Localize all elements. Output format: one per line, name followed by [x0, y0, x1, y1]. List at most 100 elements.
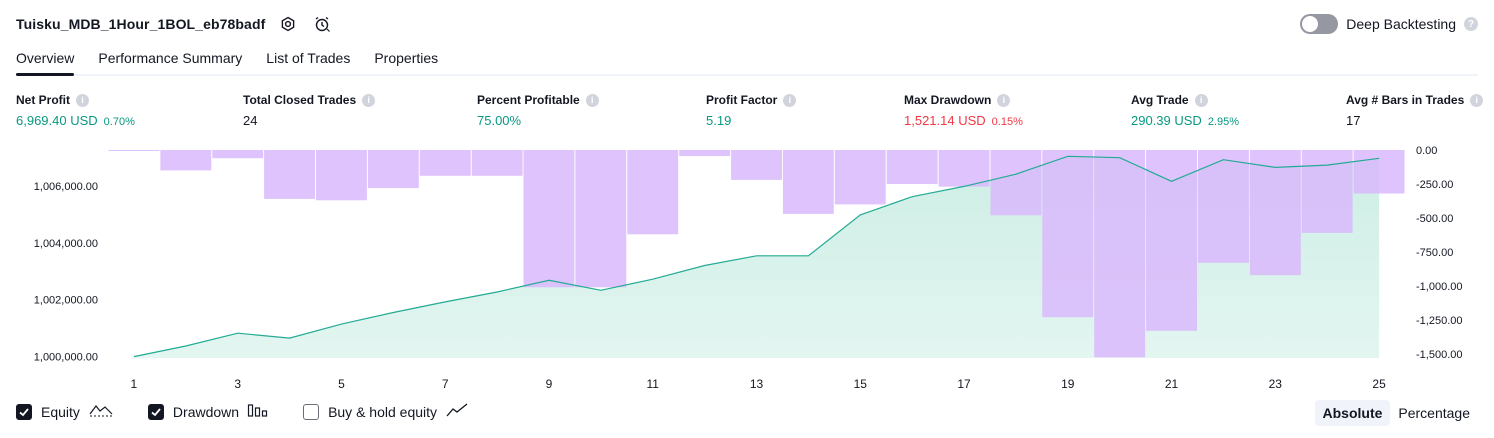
- checkbox-checked[interactable]: [147, 403, 164, 420]
- x-axis-tick: 1: [131, 377, 138, 391]
- metric-label: Profit Factor: [706, 93, 778, 107]
- metric-value: 24: [243, 113, 258, 128]
- equity-axis-tick: 1,006,000.00: [34, 181, 98, 193]
- tab-overview[interactable]: Overview: [16, 44, 75, 76]
- metric-label: Avg # Bars in Trades: [1346, 93, 1465, 107]
- x-axis-tick: 19: [1061, 377, 1075, 391]
- drawdown-bar: [212, 150, 264, 159]
- percentage-button[interactable]: Percentage: [1398, 405, 1470, 421]
- drawdown-axis-tick: -250.00: [1416, 179, 1453, 191]
- metric-total-closed-trades: Total Closed Trades i 24: [243, 93, 376, 128]
- metric-net-profit: Net Profit i 6,969.40 USD 0.70%: [16, 93, 135, 128]
- drawdown-bar: [1146, 150, 1197, 331]
- equity-drawdown-chart[interactable]: 1,000,000.00 1,002,000.00 1,004,000.00 1,00…: [0, 140, 1494, 396]
- equity-axis-tick: 1,002,000.00: [34, 295, 98, 307]
- settings-icon[interactable]: [277, 13, 299, 35]
- drawdown-bar: [1198, 150, 1249, 263]
- drawdown-bar: [419, 150, 471, 176]
- drawdown-bar: [834, 150, 886, 205]
- metric-label: Total Closed Trades: [243, 93, 357, 107]
- metric-value: 6,969.40 USD: [16, 113, 98, 128]
- toggle-knob: [1302, 16, 1319, 32]
- metric-percent: 0.15%: [991, 116, 1023, 128]
- x-axis-tick: 5: [338, 377, 345, 391]
- strategy-title: Tuisku_MDB_1Hour_1BOL_eb78badf: [16, 16, 266, 32]
- drawdown-axis-tick: -1,500.00: [1416, 349, 1462, 361]
- metric-label: Avg Trade: [1131, 93, 1189, 107]
- drawdown-bar: [471, 150, 523, 176]
- checkbox-checked[interactable]: [16, 403, 32, 420]
- scale-mode-toggle: Absolute Percentage: [1314, 400, 1479, 426]
- drawdown-bar: [1301, 150, 1353, 233]
- tab-performance-summary[interactable]: Performance Summary: [98, 50, 243, 66]
- info-icon[interactable]: i: [1470, 93, 1484, 107]
- checkbox-unchecked[interactable]: [303, 403, 320, 420]
- drawdown-bar: [938, 150, 990, 187]
- info-icon[interactable]: i: [783, 93, 797, 107]
- x-axis-tick: 15: [854, 377, 868, 391]
- x-axis-tick: 11: [646, 377, 659, 391]
- drawdown-bar: [886, 150, 938, 184]
- drawdown-bar: [782, 150, 834, 214]
- info-icon[interactable]: i: [362, 93, 376, 107]
- metric-label: Max Drawdown: [904, 93, 992, 107]
- drawdown-axis-tick: 0.00: [1416, 145, 1437, 157]
- equity-label: Equity: [41, 403, 80, 420]
- drawdown-bar: [316, 150, 367, 201]
- drawdown-bar: [990, 150, 1042, 216]
- metric-avg-trade: Avg Trade i 290.39 USD 2.95%: [1131, 93, 1239, 128]
- x-axis-tick: 7: [442, 377, 449, 391]
- alarm-clock-icon[interactable]: [311, 13, 333, 35]
- drawdown-label: Drawdown: [172, 403, 240, 420]
- equity-checkbox[interactable]: Equity: [16, 402, 114, 421]
- trend-line-icon: [445, 402, 469, 421]
- metric-value: 75.00%: [477, 113, 522, 128]
- drawdown-bar: [679, 150, 731, 157]
- drawdown-axis-tick: -1,000.00: [1416, 281, 1462, 293]
- metric-profit-factor: Profit Factor i 5.19: [706, 93, 797, 128]
- drawdown-bar: [575, 150, 627, 288]
- equity-axis-tick: 1,004,000.00: [34, 238, 98, 250]
- metric-value: 17: [1346, 113, 1361, 128]
- drawdown-bar: [731, 150, 782, 180]
- drawdown-bar: [627, 150, 679, 235]
- x-axis-tick: 21: [1165, 377, 1179, 391]
- drawdown-bar: [160, 150, 212, 171]
- deep-backtesting-label: Deep Backtesting: [1346, 16, 1456, 32]
- buy-hold-equity-label: Buy & hold equity: [328, 403, 438, 420]
- absolute-button[interactable]: Absolute: [1314, 400, 1391, 426]
- drawdown-bar: [264, 150, 315, 199]
- drawdown-bar: [523, 150, 575, 288]
- deep-backtesting-controls: Deep Backtesting ?: [1300, 14, 1478, 34]
- drawdown-bar: [108, 150, 160, 151]
- buy-hold-equity-checkbox[interactable]: Buy & hold equity: [303, 402, 469, 421]
- tab-list-of-trades[interactable]: List of Trades: [266, 50, 351, 66]
- info-icon[interactable]: i: [76, 93, 89, 107]
- metric-percent: 0.70%: [103, 116, 135, 128]
- drawdown-bar: [1042, 150, 1094, 318]
- x-axis-tick: 3: [234, 377, 241, 391]
- deep-backtesting-toggle[interactable]: [1300, 14, 1339, 34]
- drawdown-axis-tick: -500.00: [1416, 213, 1453, 225]
- metric-max-drawdown: Max Drawdown i 1,521.14 USD 0.15%: [904, 93, 1023, 128]
- drawdown-axis-tick: -1,250.00: [1416, 315, 1462, 327]
- x-axis-tick: 23: [1269, 377, 1283, 391]
- info-icon[interactable]: i: [1194, 93, 1208, 107]
- metric-value: 5.19: [706, 113, 732, 128]
- equity-axis-tick: 1,000,000.00: [34, 352, 98, 364]
- drawdown-bar: [1094, 150, 1146, 358]
- metric-avg-bars-in-trades: Avg # Bars in Trades i 17: [1346, 93, 1484, 128]
- x-axis-tick: 17: [957, 377, 971, 391]
- metric-label: Net Profit: [16, 93, 70, 107]
- info-icon[interactable]: i: [997, 93, 1011, 107]
- x-axis-tick: 13: [750, 377, 764, 391]
- drawdown-bar: [367, 150, 419, 189]
- drawdown-checkbox[interactable]: Drawdown: [147, 402, 269, 421]
- tab-properties[interactable]: Properties: [374, 50, 439, 66]
- help-icon[interactable]: ?: [1464, 17, 1478, 31]
- metric-percent: 2.95%: [1207, 116, 1240, 128]
- info-icon[interactable]: i: [585, 93, 599, 107]
- metric-value: 1,521.14 USD: [904, 113, 986, 128]
- chart-legend: Equity Drawdown Buy & hold equity: [16, 402, 503, 421]
- drawdown-axis-tick: -750.00: [1416, 247, 1453, 259]
